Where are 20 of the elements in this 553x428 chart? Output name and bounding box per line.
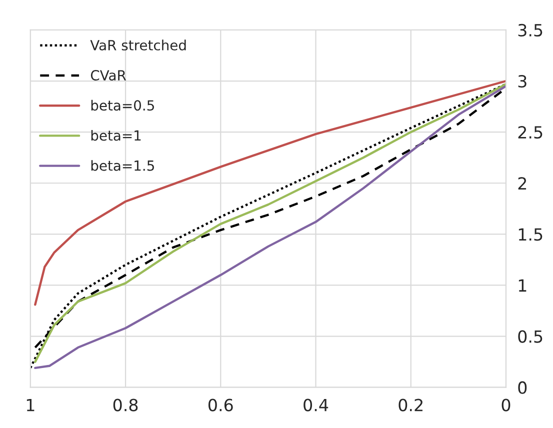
y-tick-label: 3 (518, 74, 526, 88)
x-tick-label: 0.4 (304, 398, 328, 412)
line-series (34, 80, 506, 306)
y-tick-label: 3.5 (518, 24, 542, 37)
x-tick-label: 0.2 (398, 398, 422, 412)
y-tick-label: 0.5 (518, 330, 542, 343)
legend-label: beta=0.5 (91, 100, 154, 111)
y-tick-label: 1 (518, 279, 526, 292)
legend-label: beta=1 (91, 130, 141, 141)
y-tick-label: 1.5 (518, 228, 542, 241)
x-tick-label: 0.6 (208, 398, 233, 412)
legend-label: VaR stretched (90, 40, 186, 50)
legend-label: CVaR (90, 70, 126, 81)
y-tick-label: 0 (518, 381, 527, 394)
x-tick-label: 0.8 (113, 398, 138, 412)
x-tick-label: 1 (26, 398, 34, 412)
y-tick-label: 2.5 (518, 126, 542, 139)
legend-label: beta=1.5 (91, 160, 154, 171)
x-tick-label: 0 (502, 398, 510, 412)
y-tick-label: 2 (518, 177, 526, 190)
